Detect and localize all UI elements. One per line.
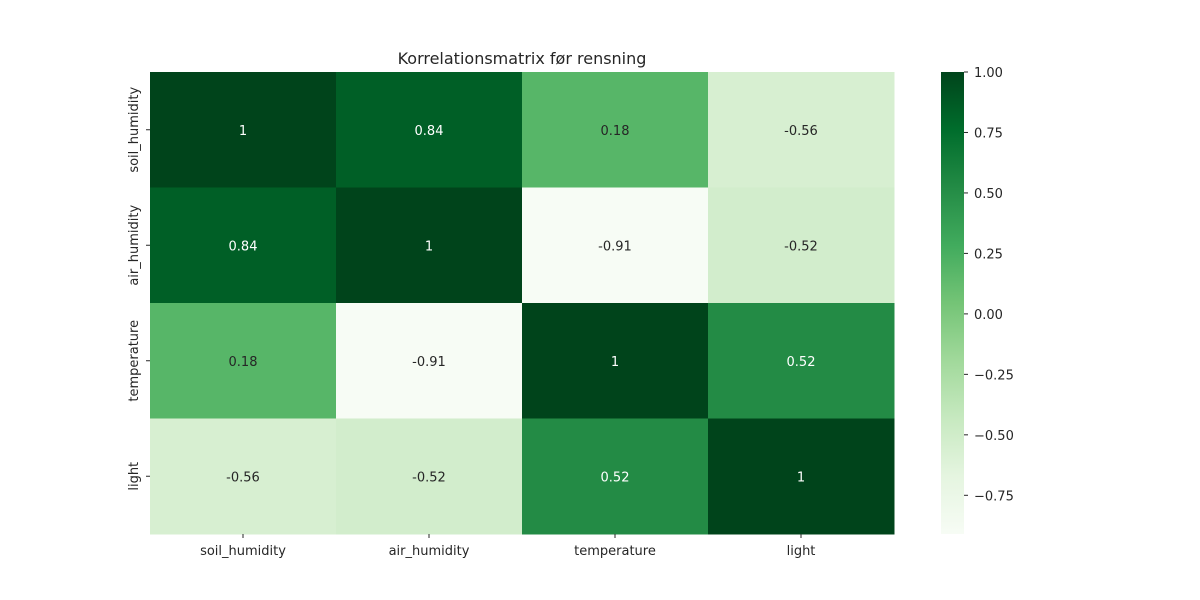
heatmap-cells: 1 0.84 0.18 -0.56 0.84 1 -0.91 -0.52 0.18 -0.91 1 0… <box>150 72 895 535</box>
colorbar-tick-label: 0.25 <box>974 247 1003 262</box>
cell-value-label: -0.91 <box>412 355 446 370</box>
heatmap-cell <box>336 303 523 419</box>
cell-value-label: 1 <box>239 124 247 139</box>
y-tick-label: air_humidity <box>127 205 142 286</box>
heatmap-cell <box>150 72 337 188</box>
colorbar-tick-label: 0.75 <box>974 126 1003 141</box>
heatmap-cell <box>522 72 709 188</box>
x-tick-label: soil_humidity <box>200 544 286 559</box>
y-tick-label: temperature <box>127 320 142 402</box>
cell-value-label: 1 <box>611 355 619 370</box>
colorbar-tick-label: 0.00 <box>974 308 1003 323</box>
cell-value-label: 0.52 <box>601 470 630 485</box>
heatmap-cell <box>522 418 709 535</box>
cell-value-label: -0.91 <box>598 239 632 254</box>
heatmap-cell <box>150 187 337 304</box>
cell-value-label: 0.18 <box>229 355 258 370</box>
cell-value-label: 0.18 <box>601 124 630 139</box>
chart-title: Korrelationsmatrix før rensning <box>398 49 647 68</box>
x-tick-label: temperature <box>574 544 656 559</box>
colorbar-gradient <box>941 72 964 534</box>
colorbar-tick-label: −0.25 <box>974 368 1014 383</box>
y-tick-label: light <box>127 462 142 491</box>
heatmap-cell <box>522 187 709 304</box>
heatmap-cell <box>336 72 523 188</box>
colorbar-tick-label: −0.50 <box>974 429 1014 444</box>
cell-value-label: -0.52 <box>412 470 446 485</box>
cell-value-label: -0.56 <box>784 124 818 139</box>
cell-value-label: 1 <box>425 239 433 254</box>
heatmap-cell <box>150 418 337 535</box>
heatmap-cell <box>708 72 895 188</box>
x-tick-label: light <box>787 544 816 559</box>
cell-value-label: 1 <box>797 470 805 485</box>
heatmap-cell <box>336 418 523 535</box>
y-axis-ticks: soil_humidity air_humidity temperature ligh… <box>127 87 150 491</box>
heatmap-cell <box>708 187 895 304</box>
colorbar-tick-label: 1.00 <box>974 66 1003 81</box>
heatmap-cell <box>522 303 709 419</box>
colorbar-tick-label: 0.50 <box>974 187 1003 202</box>
cell-value-label: 0.84 <box>415 124 444 139</box>
heatmap-cell <box>708 303 895 419</box>
colorbar-tick-label: −0.75 <box>974 489 1014 504</box>
heatmap-cell <box>336 187 523 304</box>
cell-value-label: -0.52 <box>784 239 818 254</box>
heatmap-cell <box>708 418 895 535</box>
colorbar: 1.00 0.75 0.50 0.25 0.00 −0.25 −0.50 −0.75 <box>941 66 1014 534</box>
cell-value-label: -0.56 <box>226 470 260 485</box>
cell-value-label: 0.52 <box>787 355 816 370</box>
cell-value-label: 0.84 <box>229 239 258 254</box>
heatmap-cell <box>150 303 337 419</box>
x-axis-ticks: soil_humidity air_humidity temperature ligh… <box>200 534 815 559</box>
y-tick-label: soil_humidity <box>127 87 142 173</box>
x-tick-label: air_humidity <box>389 544 470 559</box>
